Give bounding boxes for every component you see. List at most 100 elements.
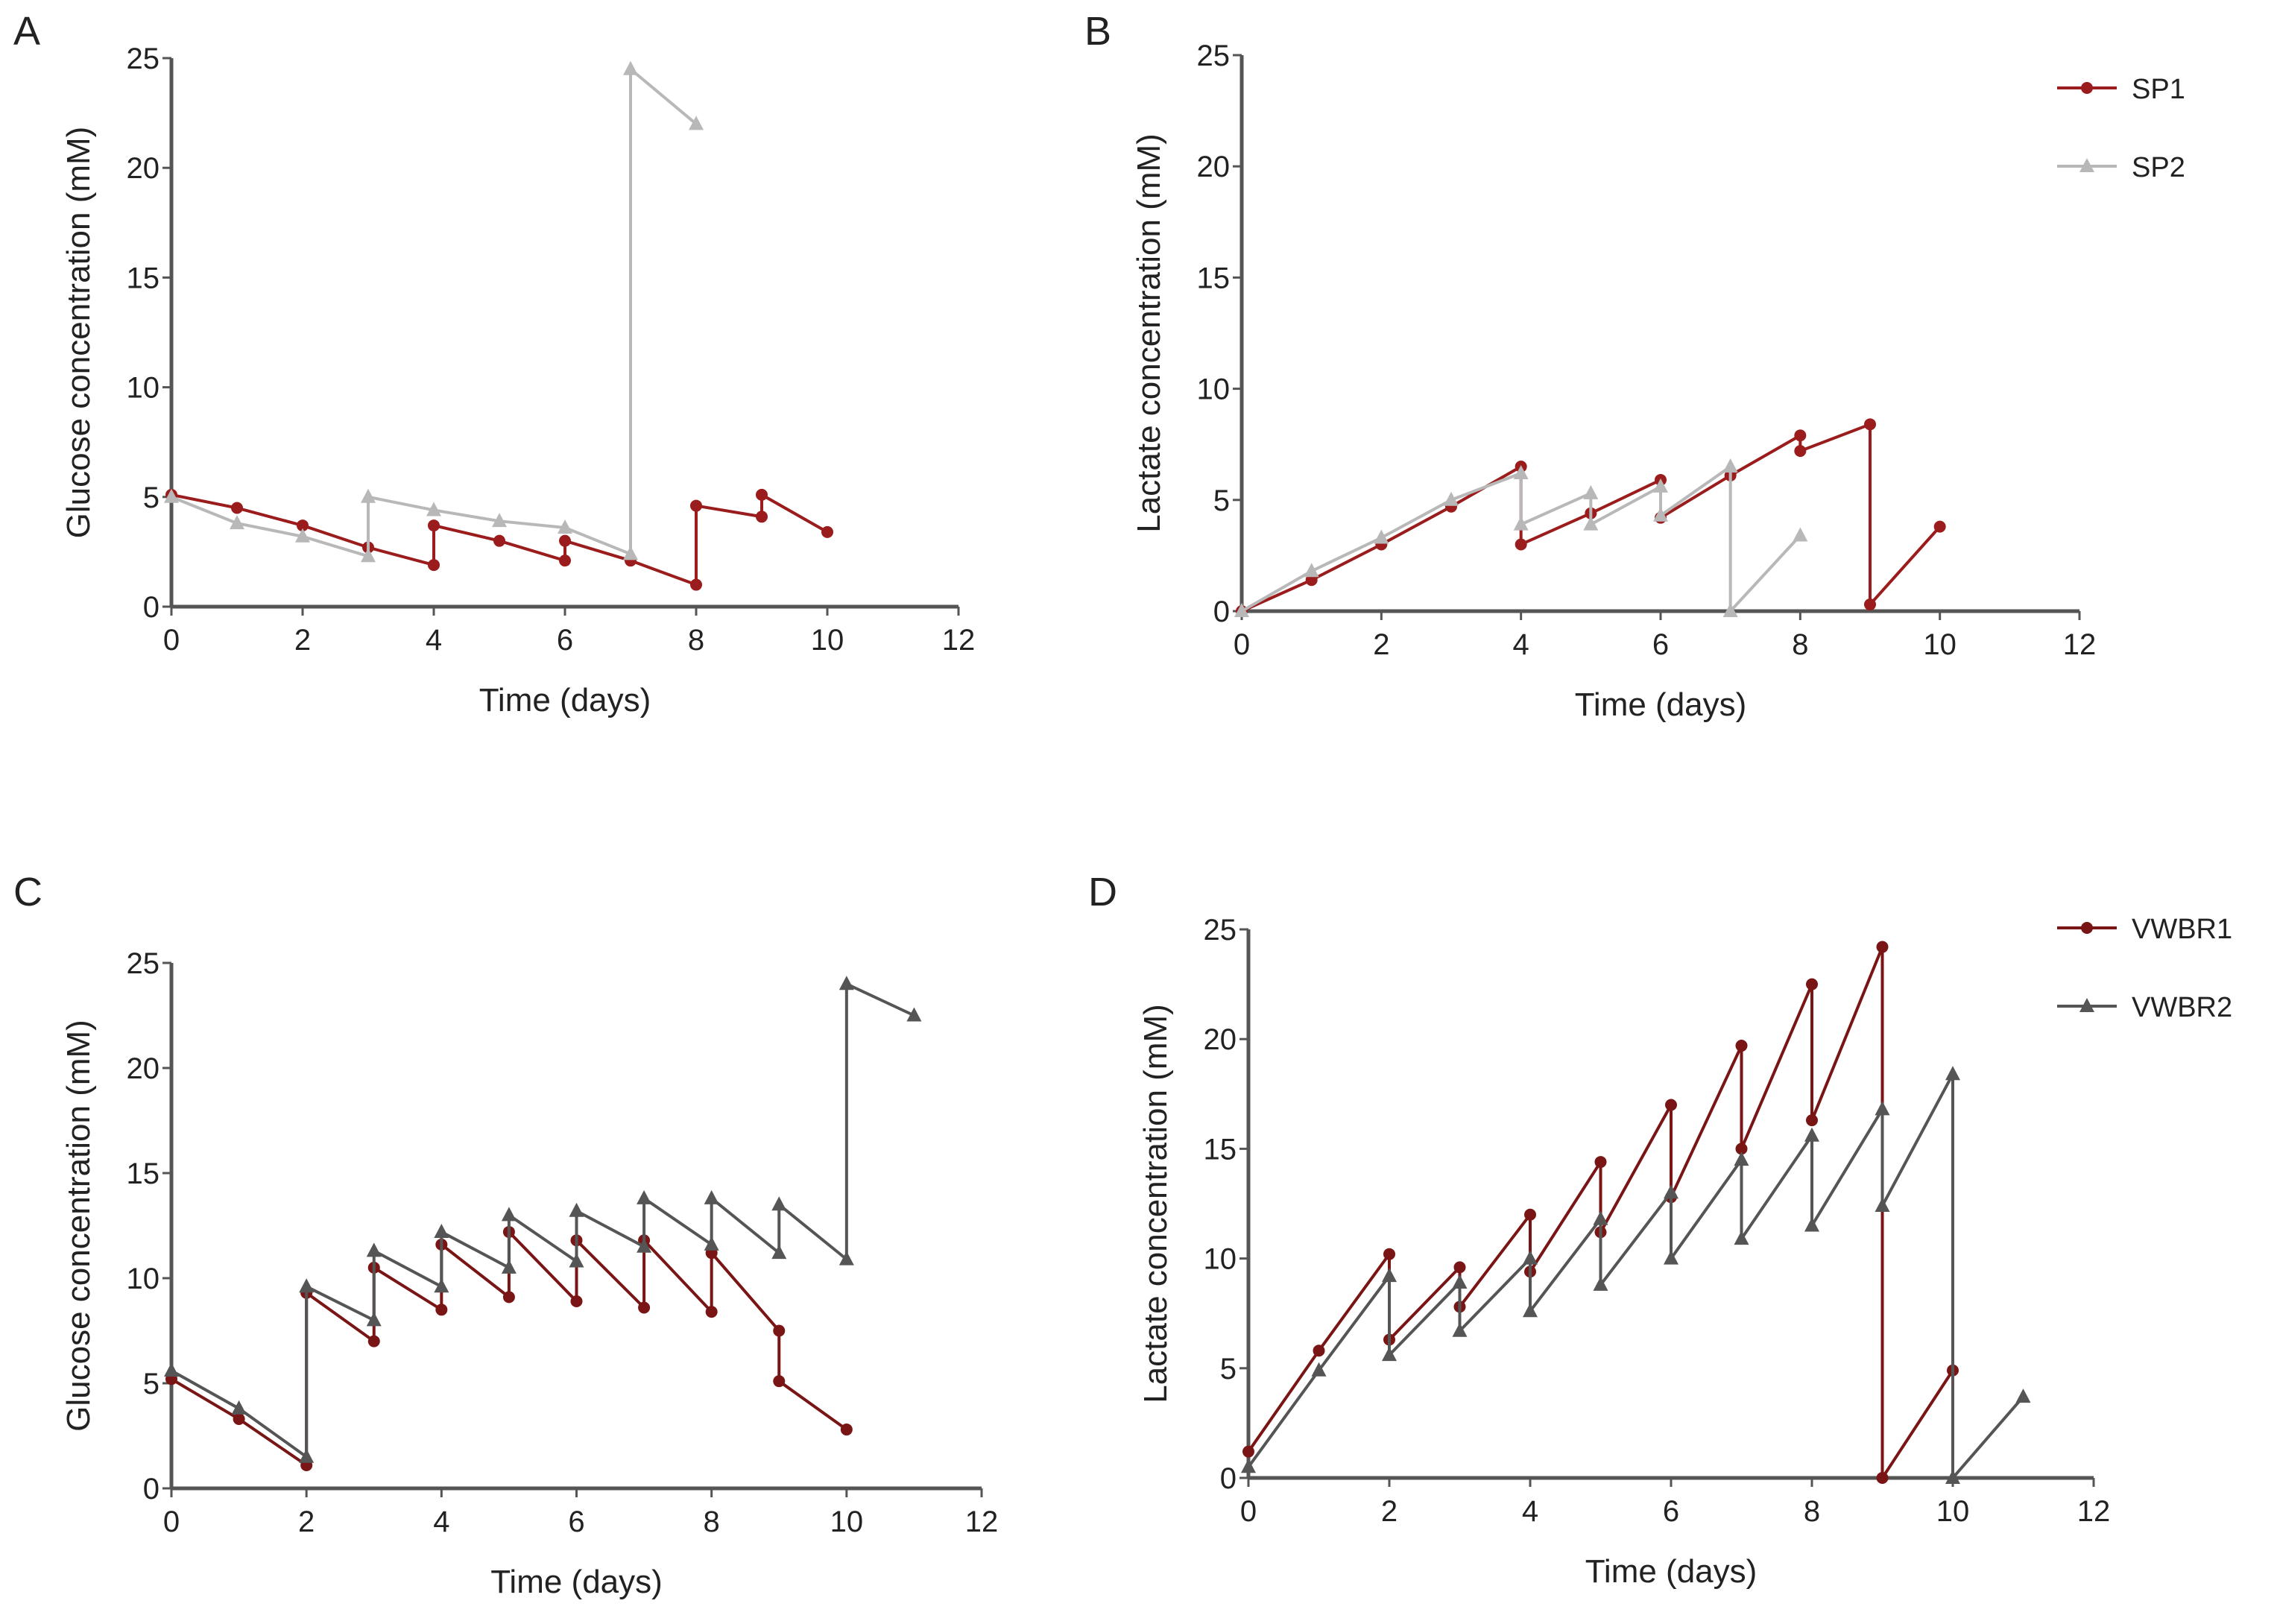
data-point: [1594, 1156, 1607, 1169]
data-point: [2015, 1388, 2031, 1403]
series-VWBR2: [1241, 1066, 2031, 1484]
data-point: [299, 1278, 315, 1293]
series-line: [171, 66, 698, 558]
data-point: [773, 1375, 786, 1388]
y-tick-label: 0: [143, 591, 160, 624]
y-tick-label: 0: [1220, 1462, 1237, 1495]
data-point: [434, 1223, 449, 1238]
data-point: [1234, 603, 1249, 617]
panel-C: C 0 2 4 6 8 10 12 0 5 10 15 20 25 Time (days) Glucose c…: [13, 870, 998, 1600]
data-point: [1241, 1459, 1256, 1473]
x-tick-label: 0: [163, 1505, 180, 1538]
legend-marker: [2081, 922, 2093, 934]
data-point: [1593, 1210, 1608, 1225]
x-tick-label: 4: [1513, 628, 1529, 661]
x-tick-label: 2: [294, 624, 311, 657]
y-tick-label: 0: [1213, 595, 1230, 628]
x-tick-label: 10: [1936, 1495, 1970, 1528]
series-SP2: [1234, 458, 1808, 617]
x-tick-label: 6: [568, 1505, 584, 1538]
data-point: [773, 1324, 786, 1337]
data-point: [569, 1253, 584, 1268]
data-point: [1664, 1184, 1678, 1199]
y-tick-label: 0: [143, 1473, 160, 1505]
panel-label: A: [13, 9, 40, 54]
x-tick-label: 10: [1923, 628, 1957, 661]
data-point: [1382, 1268, 1397, 1283]
x-tick-label: 2: [1373, 628, 1389, 661]
data-point: [1945, 1066, 1960, 1081]
x-tick-label: 8: [1804, 1495, 1820, 1528]
data-point: [570, 1295, 583, 1308]
data-point: [233, 1412, 245, 1425]
y-tick-label: 5: [1220, 1353, 1237, 1386]
data-point: [428, 559, 440, 572]
data-point: [569, 1202, 584, 1217]
y-axis-label: Lactate concentration (mM): [1137, 1004, 1174, 1403]
data-point: [690, 578, 702, 591]
y-axis-label: Lactate concentration (mM): [1131, 133, 1167, 533]
data-point: [1806, 978, 1818, 990]
data-point: [704, 1236, 719, 1251]
x-tick-label: 2: [1381, 1495, 1398, 1528]
data-point: [1864, 418, 1876, 431]
data-point: [638, 1301, 651, 1314]
y-axis-label: Glucose concentration (mM): [60, 1020, 97, 1432]
legend-marker: [2079, 998, 2094, 1012]
legend-item: VWBR2: [2057, 992, 2232, 1023]
legend-label: SP1: [2132, 74, 2185, 105]
data-point: [705, 1306, 718, 1318]
legend-item: SP1: [2057, 74, 2185, 105]
data-point: [366, 1312, 382, 1327]
data-point: [689, 116, 704, 130]
data-point: [426, 502, 441, 516]
data-point: [1583, 484, 1599, 499]
data-point: [299, 1448, 315, 1463]
y-tick-label: 25: [127, 42, 160, 75]
data-point: [1453, 1261, 1466, 1274]
data-point: [559, 555, 571, 567]
x-tick-label: 12: [965, 1505, 999, 1538]
data-point: [1794, 429, 1807, 442]
data-point: [839, 976, 854, 990]
data-point: [558, 519, 572, 534]
data-point: [1876, 941, 1889, 953]
x-tick-label: 10: [830, 1505, 864, 1538]
x-tick-label: 12: [942, 624, 976, 657]
x-tick-label: 6: [1663, 1495, 1679, 1528]
data-point: [1653, 507, 1668, 522]
x-tick-label: 8: [704, 1505, 720, 1538]
data-point: [1653, 478, 1668, 493]
data-point: [1806, 1114, 1818, 1127]
legend-item: SP2: [2057, 152, 2185, 183]
legend-label: VWBR2: [2132, 992, 2232, 1023]
data-point: [1933, 520, 1946, 533]
data-point: [839, 1251, 854, 1266]
data-point: [1374, 529, 1389, 544]
x-tick-label: 0: [1234, 628, 1250, 661]
data-point: [771, 1196, 787, 1211]
data-point: [366, 1242, 382, 1257]
y-tick-label: 25: [127, 947, 160, 980]
data-point: [1875, 1197, 1890, 1212]
data-point: [231, 1400, 247, 1415]
panel-D: D 0 2 4 6 8 10 12 0 5 10 15 20 25 Time (days) Lactate c…: [1088, 870, 2232, 1590]
data-point: [1452, 1322, 1468, 1337]
x-tick-label: 8: [1792, 628, 1808, 661]
y-tick-label: 15: [127, 1157, 160, 1190]
data-point: [1734, 1151, 1749, 1166]
y-tick-label: 15: [1204, 1133, 1237, 1166]
data-point: [231, 502, 243, 514]
data-point: [1313, 1345, 1325, 1357]
x-tick-label: 0: [1240, 1495, 1257, 1528]
y-tick-label: 20: [1204, 1023, 1237, 1056]
series-line: [1247, 1073, 2025, 1482]
data-point: [1452, 1274, 1468, 1289]
data-point: [502, 1291, 515, 1304]
data-point: [821, 525, 833, 538]
data-point: [623, 60, 638, 75]
data-point: [559, 534, 571, 547]
data-point: [1876, 1472, 1889, 1484]
x-tick-label: 4: [1522, 1495, 1538, 1528]
data-point: [1945, 1470, 1960, 1484]
